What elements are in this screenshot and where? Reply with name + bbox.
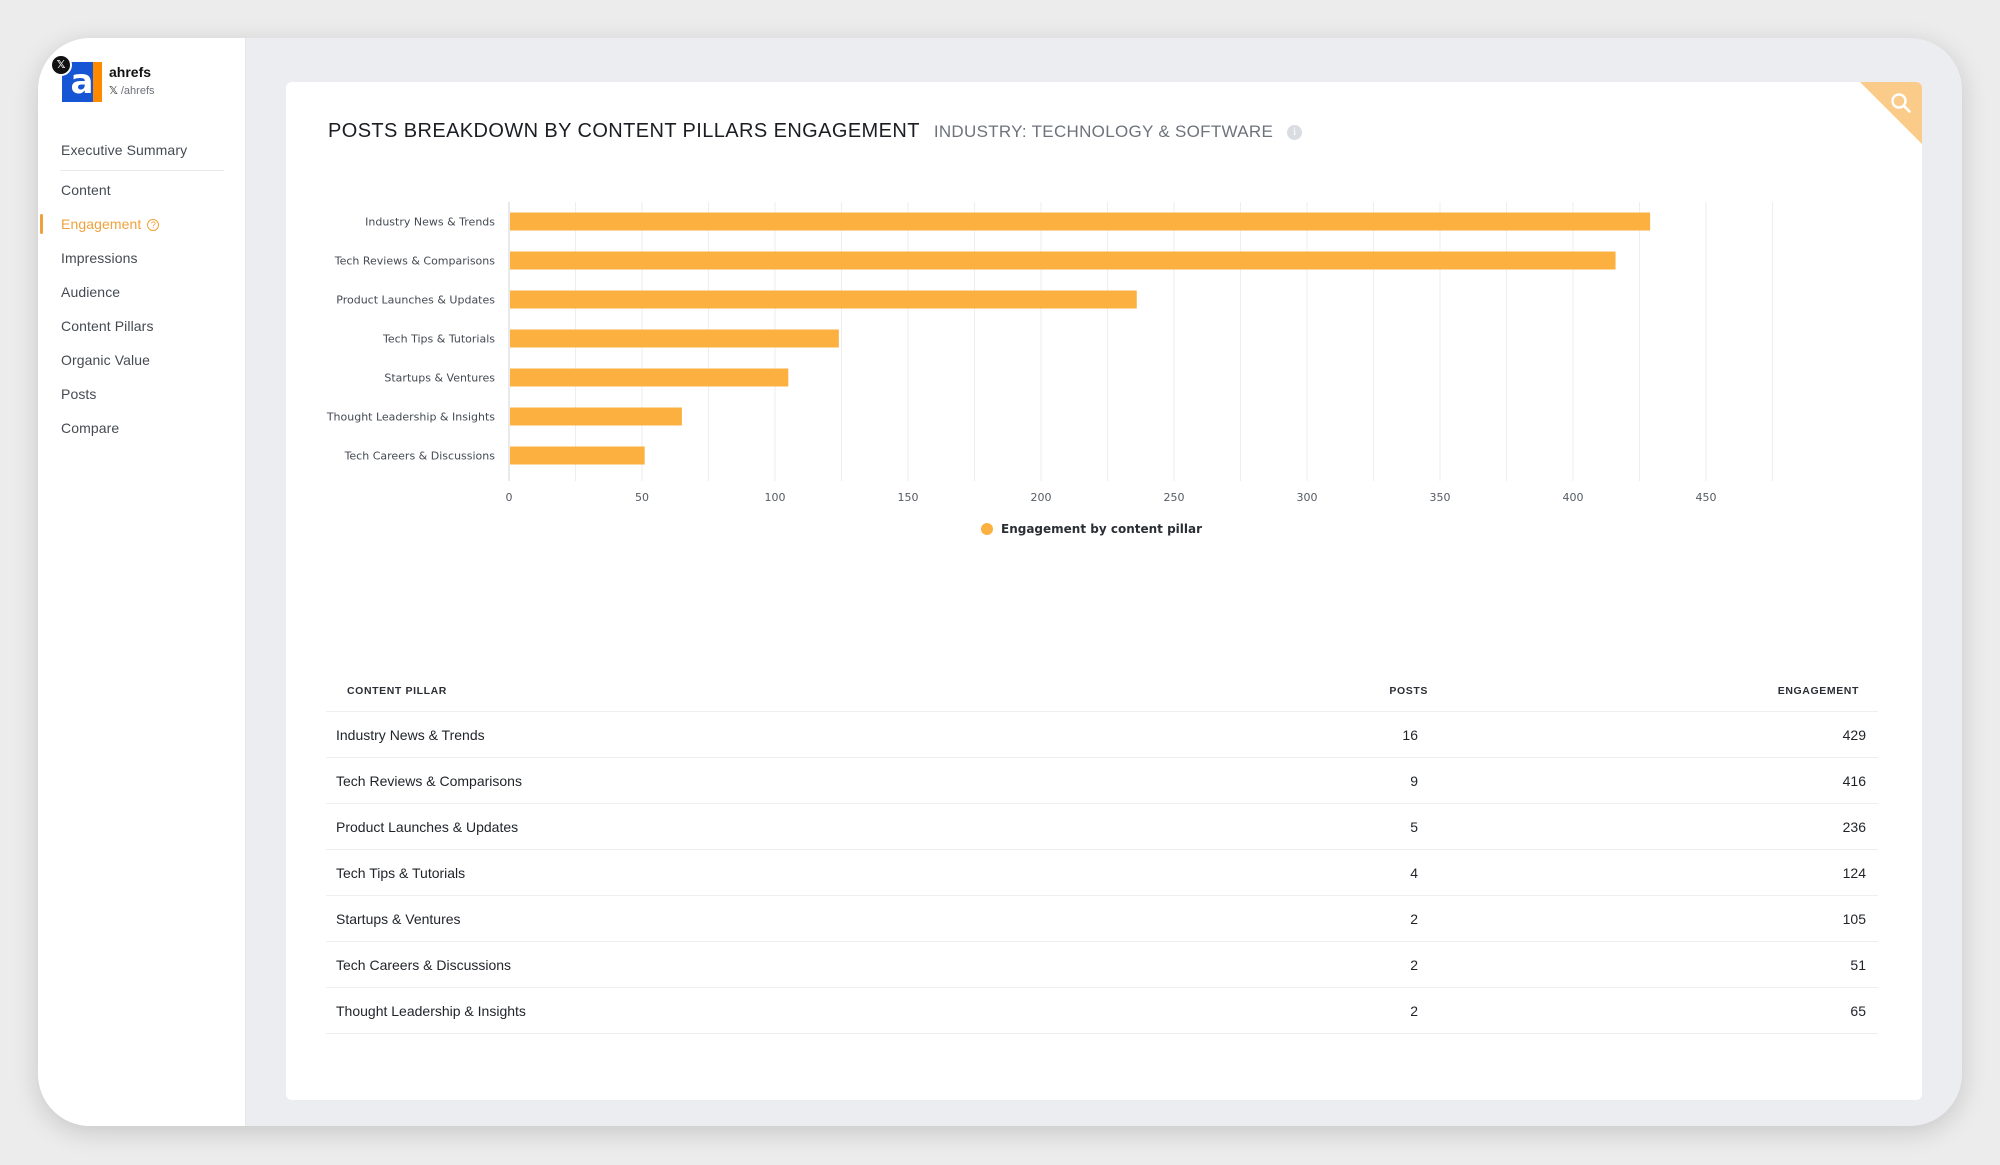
sidebar-item-executive-summary[interactable]: Executive Summary xyxy=(38,130,246,170)
header-posts[interactable]: POSTS xyxy=(1389,685,1428,697)
sidebar-item-label: Executive Summary xyxy=(61,142,188,158)
category-label: Tech Tips & Tutorials xyxy=(382,333,495,346)
table-row: Tech Careers & Discussions 2 51 xyxy=(326,942,1878,988)
cell-pillar: Thought Leadership & Insights xyxy=(336,1003,526,1019)
legend-marker xyxy=(981,523,993,535)
sidebar-item-label: Content xyxy=(61,182,111,198)
engagement-card: POSTS BREAKDOWN BY CONTENT PILLARS ENGAG… xyxy=(286,82,1922,1100)
cell-posts: 2 xyxy=(1410,1003,1418,1019)
header-engagement[interactable]: ENGAGEMENT xyxy=(1777,685,1859,697)
cell-engagement: 65 xyxy=(1850,1003,1866,1019)
cell-posts: 9 xyxy=(1410,773,1418,789)
sidebar: a 𝕏 ahrefs 𝕏/ahrefs Executive Summary Co… xyxy=(38,38,246,1126)
profile-header[interactable]: a 𝕏 ahrefs 𝕏/ahrefs xyxy=(50,54,242,112)
cell-posts: 16 xyxy=(1402,727,1418,743)
x-platform-icon: 𝕏 xyxy=(50,54,72,76)
table-row: Tech Reviews & Comparisons 9 416 xyxy=(326,758,1878,804)
sidebar-item-impressions[interactable]: Impressions xyxy=(38,241,246,275)
ahrefs-logo: a xyxy=(62,62,102,102)
x-tick-label: 400 xyxy=(1563,491,1584,504)
help-icon[interactable]: ? xyxy=(147,219,160,231)
cell-pillar: Tech Tips & Tutorials xyxy=(336,865,466,881)
x-tick-label: 300 xyxy=(1297,491,1318,504)
table-row: Thought Leadership & Insights 2 65 xyxy=(326,988,1878,1034)
sidebar-item-posts[interactable]: Posts xyxy=(38,377,246,411)
sidebar-nav: Executive Summary Content Engagement? Im… xyxy=(38,130,246,445)
sidebar-item-compare[interactable]: Compare xyxy=(38,411,246,445)
legend-label: Engagement by content pillar xyxy=(1001,522,1202,536)
cell-engagement: 105 xyxy=(1842,911,1866,927)
table-row: Tech Tips & Tutorials 4 124 xyxy=(326,850,1878,896)
table-row: Product Launches & Updates 5 236 xyxy=(326,804,1878,850)
sidebar-item-label: Content Pillars xyxy=(61,318,154,334)
sidebar-item-organic-value[interactable]: Organic Value xyxy=(38,343,246,377)
sidebar-item-label: Impressions xyxy=(61,250,138,266)
sidebar-item-label: Posts xyxy=(61,386,97,402)
profile-handle-text: /ahrefs xyxy=(120,85,155,97)
x-tick-label: 350 xyxy=(1430,491,1451,504)
card-header: POSTS BREAKDOWN BY CONTENT PILLARS ENGAG… xyxy=(328,120,1303,143)
sidebar-divider xyxy=(60,170,224,171)
sidebar-item-label: Engagement xyxy=(61,216,142,232)
cell-posts: 2 xyxy=(1410,957,1418,973)
category-label: Product Launches & Updates xyxy=(336,294,495,307)
category-label: Startups & Ventures xyxy=(384,372,495,385)
x-tick-label: 200 xyxy=(1031,491,1052,504)
info-icon[interactable]: i xyxy=(1287,125,1303,140)
cell-posts: 5 xyxy=(1410,819,1418,835)
sidebar-item-label: Organic Value xyxy=(61,352,150,368)
category-label: Industry News & Trends xyxy=(365,216,495,229)
cell-engagement: 124 xyxy=(1842,865,1866,881)
cell-posts: 4 xyxy=(1410,865,1418,881)
cell-engagement: 429 xyxy=(1842,727,1866,743)
x-tick-label: 100 xyxy=(765,491,786,504)
sidebar-item-engagement[interactable]: Engagement? xyxy=(38,207,246,241)
industry-subtitle: INDUSTRY: TECHNOLOGY & SOFTWARE xyxy=(933,122,1274,141)
x-tick-label: 450 xyxy=(1696,491,1717,504)
cell-pillar: Tech Careers & Discussions xyxy=(336,957,512,973)
cell-engagement: 416 xyxy=(1842,773,1866,789)
x-tick-label: 250 xyxy=(1164,491,1185,504)
profile-handle: 𝕏/ahrefs xyxy=(109,84,155,97)
bar xyxy=(510,290,1137,309)
x-tick-label: 50 xyxy=(635,491,649,504)
cell-pillar: Product Launches & Updates xyxy=(336,819,519,835)
sidebar-item-content[interactable]: Content xyxy=(38,173,246,207)
x-tick-label: 0 xyxy=(506,491,513,504)
table-row: Industry News & Trends 16 429 xyxy=(326,712,1878,758)
bar xyxy=(510,446,645,465)
cell-pillar: Industry News & Trends xyxy=(336,727,485,743)
x-icon: 𝕏 xyxy=(109,85,118,97)
cell-engagement: 236 xyxy=(1842,819,1866,835)
bar xyxy=(510,368,789,387)
x-tick-label: 150 xyxy=(898,491,919,504)
page-title: POSTS BREAKDOWN BY CONTENT PILLARS ENGAG… xyxy=(328,120,920,142)
table-row: Startups & Ventures 2 105 xyxy=(326,896,1878,942)
cell-posts: 2 xyxy=(1410,911,1418,927)
bar xyxy=(510,212,1651,231)
bar xyxy=(510,329,839,348)
bar xyxy=(510,407,682,426)
cell-pillar: Tech Reviews & Comparisons xyxy=(336,773,522,789)
sidebar-item-label: Audience xyxy=(61,284,121,300)
app-window: a 𝕏 ahrefs 𝕏/ahrefs Executive Summary Co… xyxy=(38,38,1962,1126)
cell-pillar: Startups & Ventures xyxy=(336,911,461,927)
header-content-pillar[interactable]: CONTENT PILLAR xyxy=(347,685,447,697)
search-icon[interactable] xyxy=(1888,90,1914,116)
sidebar-item-label: Compare xyxy=(61,420,120,436)
sidebar-item-audience[interactable]: Audience xyxy=(38,275,246,309)
engagement-bar-chart: 0 50 100 150 200 250 300 350 400 450 Industry News… xyxy=(326,202,1773,536)
category-label: Tech Careers & Discussions xyxy=(344,450,496,463)
corner-search-tab[interactable] xyxy=(1860,82,1922,144)
profile-name: ahrefs xyxy=(109,64,152,80)
sidebar-item-content-pillars[interactable]: Content Pillars xyxy=(38,309,246,343)
category-label: Tech Reviews & Comparisons xyxy=(334,255,496,268)
category-label: Thought Leadership & Insights xyxy=(326,411,495,424)
table-header: CONTENT PILLAR POSTS ENGAGEMENT xyxy=(326,672,1878,712)
content-pillar-table: CONTENT PILLAR POSTS ENGAGEMENT Industry… xyxy=(326,672,1878,1034)
bar xyxy=(510,251,1616,270)
cell-engagement: 51 xyxy=(1850,957,1866,973)
